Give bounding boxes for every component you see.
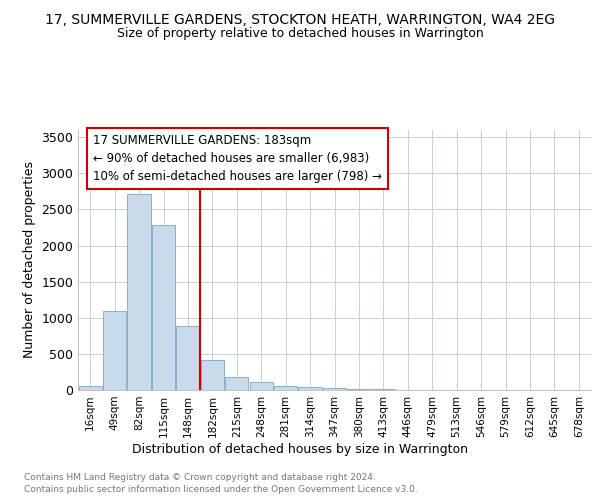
Bar	[323, 388, 346, 390]
Bar	[127, 194, 151, 390]
Text: 17, SUMMERVILLE GARDENS, STOCKTON HEATH, WARRINGTON, WA4 2EG: 17, SUMMERVILLE GARDENS, STOCKTON HEATH,…	[45, 12, 555, 26]
Bar	[103, 310, 126, 390]
Bar	[225, 377, 248, 390]
Bar	[201, 360, 224, 390]
Bar	[298, 387, 322, 390]
Text: Distribution of detached houses by size in Warrington: Distribution of detached houses by size …	[132, 442, 468, 456]
Bar	[250, 382, 273, 390]
Text: Size of property relative to detached houses in Warrington: Size of property relative to detached ho…	[116, 28, 484, 40]
Bar	[274, 386, 297, 390]
Bar	[79, 386, 102, 390]
Text: Contains public sector information licensed under the Open Government Licence v3: Contains public sector information licen…	[24, 485, 418, 494]
Text: 17 SUMMERVILLE GARDENS: 183sqm
← 90% of detached houses are smaller (6,983)
10% : 17 SUMMERVILLE GARDENS: 183sqm ← 90% of …	[94, 134, 382, 183]
Bar	[347, 388, 371, 390]
Text: Contains HM Land Registry data © Crown copyright and database right 2024.: Contains HM Land Registry data © Crown c…	[24, 472, 376, 482]
Y-axis label: Number of detached properties: Number of detached properties	[23, 162, 36, 358]
Bar	[176, 326, 200, 390]
Bar	[152, 224, 175, 390]
